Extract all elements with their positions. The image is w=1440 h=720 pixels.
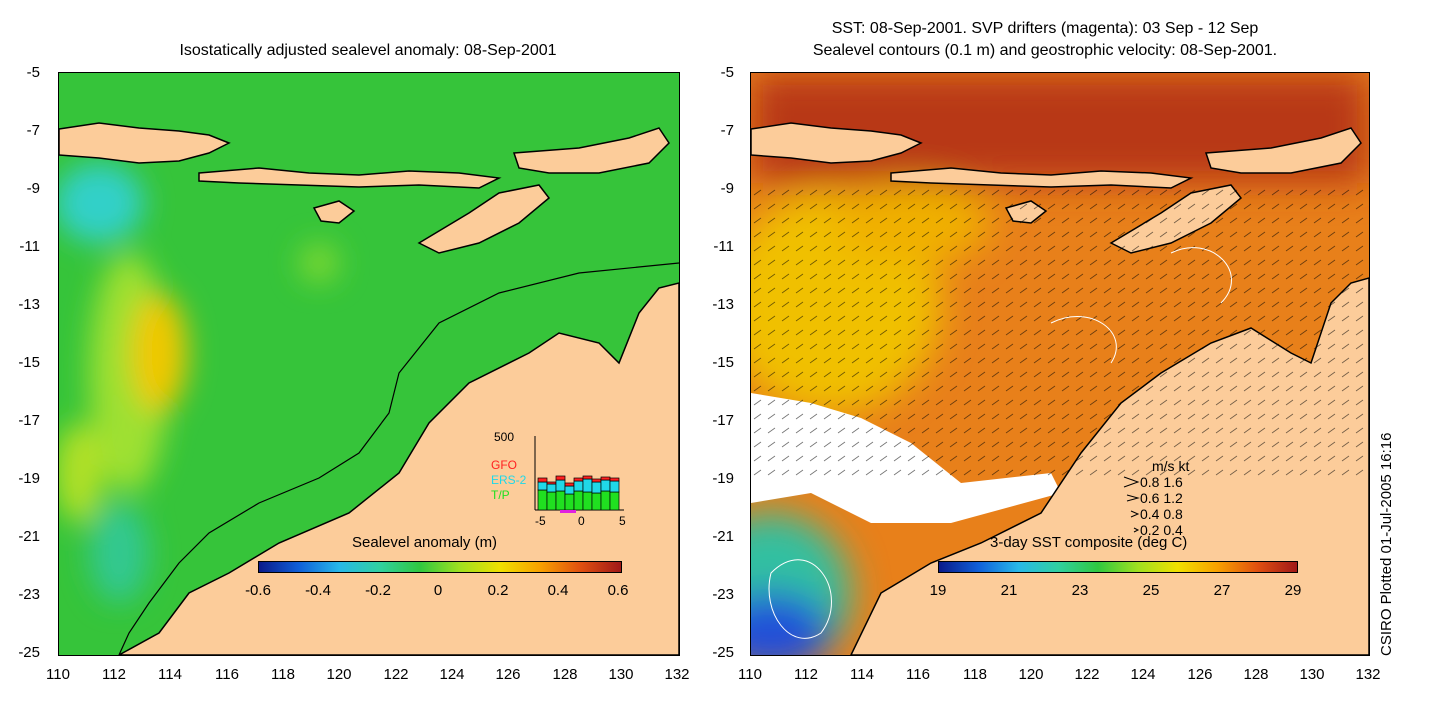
right-xtick: 130 (1299, 666, 1325, 683)
left-ytick: -21 (18, 528, 40, 545)
right-xtick: 124 (1130, 666, 1156, 683)
credit-label: CSIRO Plotted 01-Jul-2005 16:16 (1378, 432, 1395, 656)
right-xtick: 120 (1018, 666, 1044, 683)
right-ytick: -9 (720, 180, 734, 197)
velocity-legend-arrows (1123, 476, 1140, 533)
left-xtick: 132 (664, 666, 690, 683)
right-xtick: 114 (850, 666, 874, 683)
left-cbar-tick: 0 (433, 582, 443, 599)
left-ytick: -5 (26, 64, 40, 81)
right-xtick: 110 (738, 666, 762, 683)
right-xtick: 116 (906, 666, 930, 683)
inset-xtick-left: -5 (535, 514, 546, 528)
left-ytick: -15 (18, 354, 40, 371)
left-xtick: 112 (102, 666, 126, 683)
velocity-legend-row: 0.2 0.4 (1140, 522, 1183, 538)
left-xtick: 122 (383, 666, 409, 683)
right-cbar-tick: 27 (1213, 582, 1231, 599)
velocity-legend-header: m/s kt (1152, 458, 1190, 474)
right-ytick: -5 (720, 64, 734, 81)
right-ytick: -23 (712, 586, 734, 603)
left-xtick: 124 (439, 666, 465, 683)
left-ytick: -9 (26, 180, 40, 197)
left-ytick: -17 (18, 412, 40, 429)
right-ytick: -15 (712, 354, 734, 371)
left-ytick: -25 (18, 644, 40, 661)
left-ytick: -11 (19, 238, 40, 255)
right-ytick: -25 (712, 644, 734, 661)
left-colorbar-title: Sealevel anomaly (m) (352, 534, 498, 551)
left-xtick: 126 (495, 666, 521, 683)
left-xtick: 120 (326, 666, 352, 683)
inset-legend-ers2: ERS-2 (491, 473, 527, 487)
right-ytick: -11 (713, 238, 734, 255)
left-cbar-tick: -0.4 (305, 582, 331, 599)
right-colorbar (938, 561, 1298, 573)
inset-ymax-label: 500 (494, 430, 515, 444)
right-cbar-tick: 29 (1284, 582, 1302, 599)
inset-histogram (534, 436, 624, 513)
left-cbar-tick: 0.2 (487, 582, 509, 599)
left-xtick: 118 (271, 666, 295, 683)
right-xtick: 126 (1187, 666, 1213, 683)
left-xtick: 114 (158, 666, 182, 683)
right-panel-title-line1: SST: 08-Sep-2001. SVP drifters (magenta)… (831, 20, 1259, 37)
right-xtick: 128 (1243, 666, 1269, 683)
left-cbar-tick: -0.6 (245, 582, 271, 599)
inset-xtick-mid: 0 (578, 514, 585, 528)
right-ytick: -7 (720, 122, 734, 139)
inset-legend-tp: T/P (491, 488, 510, 502)
velocity-legend-row: 0.6 1.2 (1140, 490, 1183, 506)
velocity-legend-row: 0.4 0.8 (1140, 506, 1183, 522)
right-colorbar-title: 3-day SST composite (deg C) (990, 534, 1188, 551)
left-cbar-tick: 0.4 (547, 582, 569, 599)
left-panel-title: Isostatically adjusted sealevel anomaly:… (179, 42, 557, 59)
left-ytick: -13 (18, 296, 40, 313)
right-xtick: 112 (794, 666, 818, 683)
left-xtick: 128 (552, 666, 578, 683)
left-xtick: 110 (46, 666, 70, 683)
left-colorbar (258, 561, 622, 573)
inset-legend-gfo: GFO (491, 458, 517, 472)
right-ytick: -19 (712, 470, 734, 487)
left-cbar-tick: -0.2 (365, 582, 391, 599)
velocity-legend-row: 0.8 1.6 (1140, 474, 1183, 490)
right-xtick: 118 (963, 666, 987, 683)
right-xtick: 132 (1355, 666, 1381, 683)
right-ytick: -21 (712, 528, 734, 545)
right-cbar-tick: 25 (1142, 582, 1160, 599)
right-cbar-tick: 19 (929, 582, 947, 599)
left-ytick: -19 (18, 470, 40, 487)
inset-xtick-right: 5 (619, 514, 626, 528)
left-xtick: 130 (608, 666, 634, 683)
right-ytick: -17 (712, 412, 734, 429)
left-ytick: -23 (18, 586, 40, 603)
right-xtick: 122 (1074, 666, 1100, 683)
left-ytick: -7 (26, 122, 40, 139)
left-cbar-tick: 0.6 (607, 582, 629, 599)
right-ytick: -13 (712, 296, 734, 313)
sst-map[interactable] (750, 72, 1370, 656)
left-xtick: 116 (215, 666, 239, 683)
right-panel-title-line2: Sealevel contours (0.1 m) and geostrophi… (812, 42, 1278, 59)
right-cbar-tick: 23 (1071, 582, 1089, 599)
right-cbar-tick: 21 (1000, 582, 1018, 599)
